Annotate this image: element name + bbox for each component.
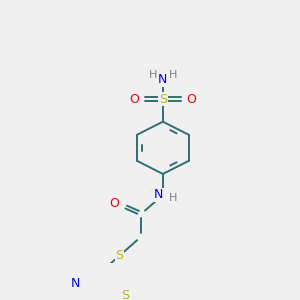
Text: H: H <box>169 70 177 80</box>
Text: H: H <box>149 70 157 80</box>
Text: O: O <box>110 197 119 210</box>
Text: S: S <box>159 92 167 106</box>
Text: O: O <box>187 92 196 106</box>
Text: H: H <box>169 194 177 203</box>
Text: N: N <box>154 188 164 201</box>
Text: S: S <box>121 290 129 300</box>
Text: N: N <box>158 73 168 86</box>
Text: S: S <box>115 249 123 262</box>
Text: N: N <box>71 277 80 290</box>
Text: O: O <box>129 92 139 106</box>
